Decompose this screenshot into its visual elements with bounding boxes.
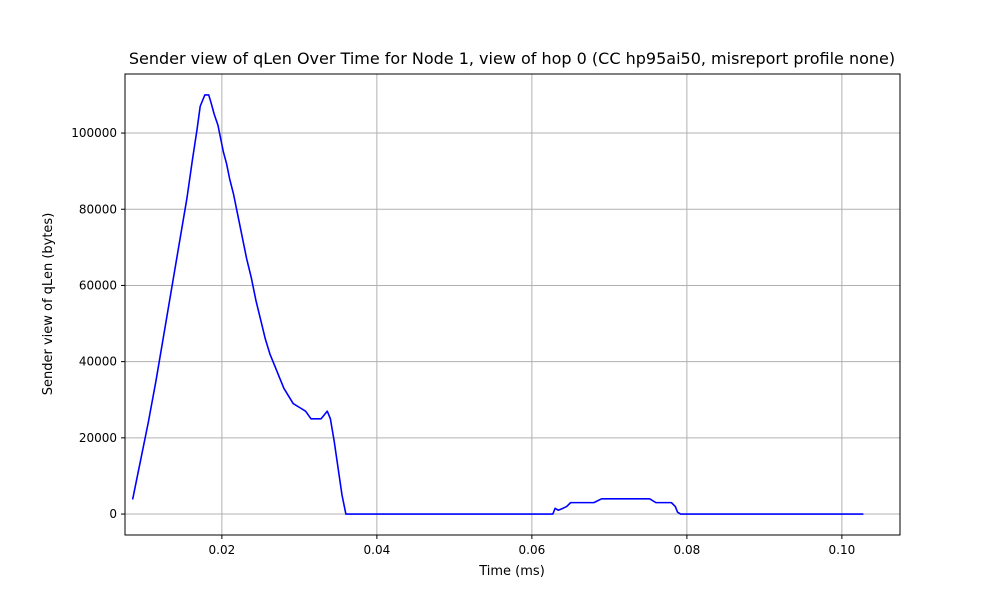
- x-tick-label: 0.02: [209, 543, 236, 557]
- plot-frame: [124, 73, 901, 536]
- y-tick-label: 20000: [79, 431, 117, 445]
- x-tick-label: 0.08: [674, 543, 701, 557]
- y-tick-label: 60000: [79, 278, 117, 292]
- x-tick-label: 0.10: [829, 543, 856, 557]
- y-tick-label: 100000: [71, 126, 117, 140]
- y-tick-label: 80000: [79, 202, 117, 216]
- axis-ticks: 0.02 0.04 0.06 0.08 0.10 0 20000 40000 60000 8000…: [71, 126, 855, 557]
- y-tick-label: 0: [109, 507, 117, 521]
- series-line: [131, 94, 864, 515]
- y-axis-label: Sender view of qLen (bytes): [41, 213, 56, 396]
- x-tick-label: 0.04: [364, 543, 391, 557]
- chart-title: Sender view of qLen Over Time for Node 1…: [129, 49, 895, 68]
- y-tick-label: 40000: [79, 355, 117, 369]
- x-axis-label: Time (ms): [478, 564, 545, 579]
- series-layer: [131, 94, 864, 515]
- x-tick-label: 0.06: [519, 543, 546, 557]
